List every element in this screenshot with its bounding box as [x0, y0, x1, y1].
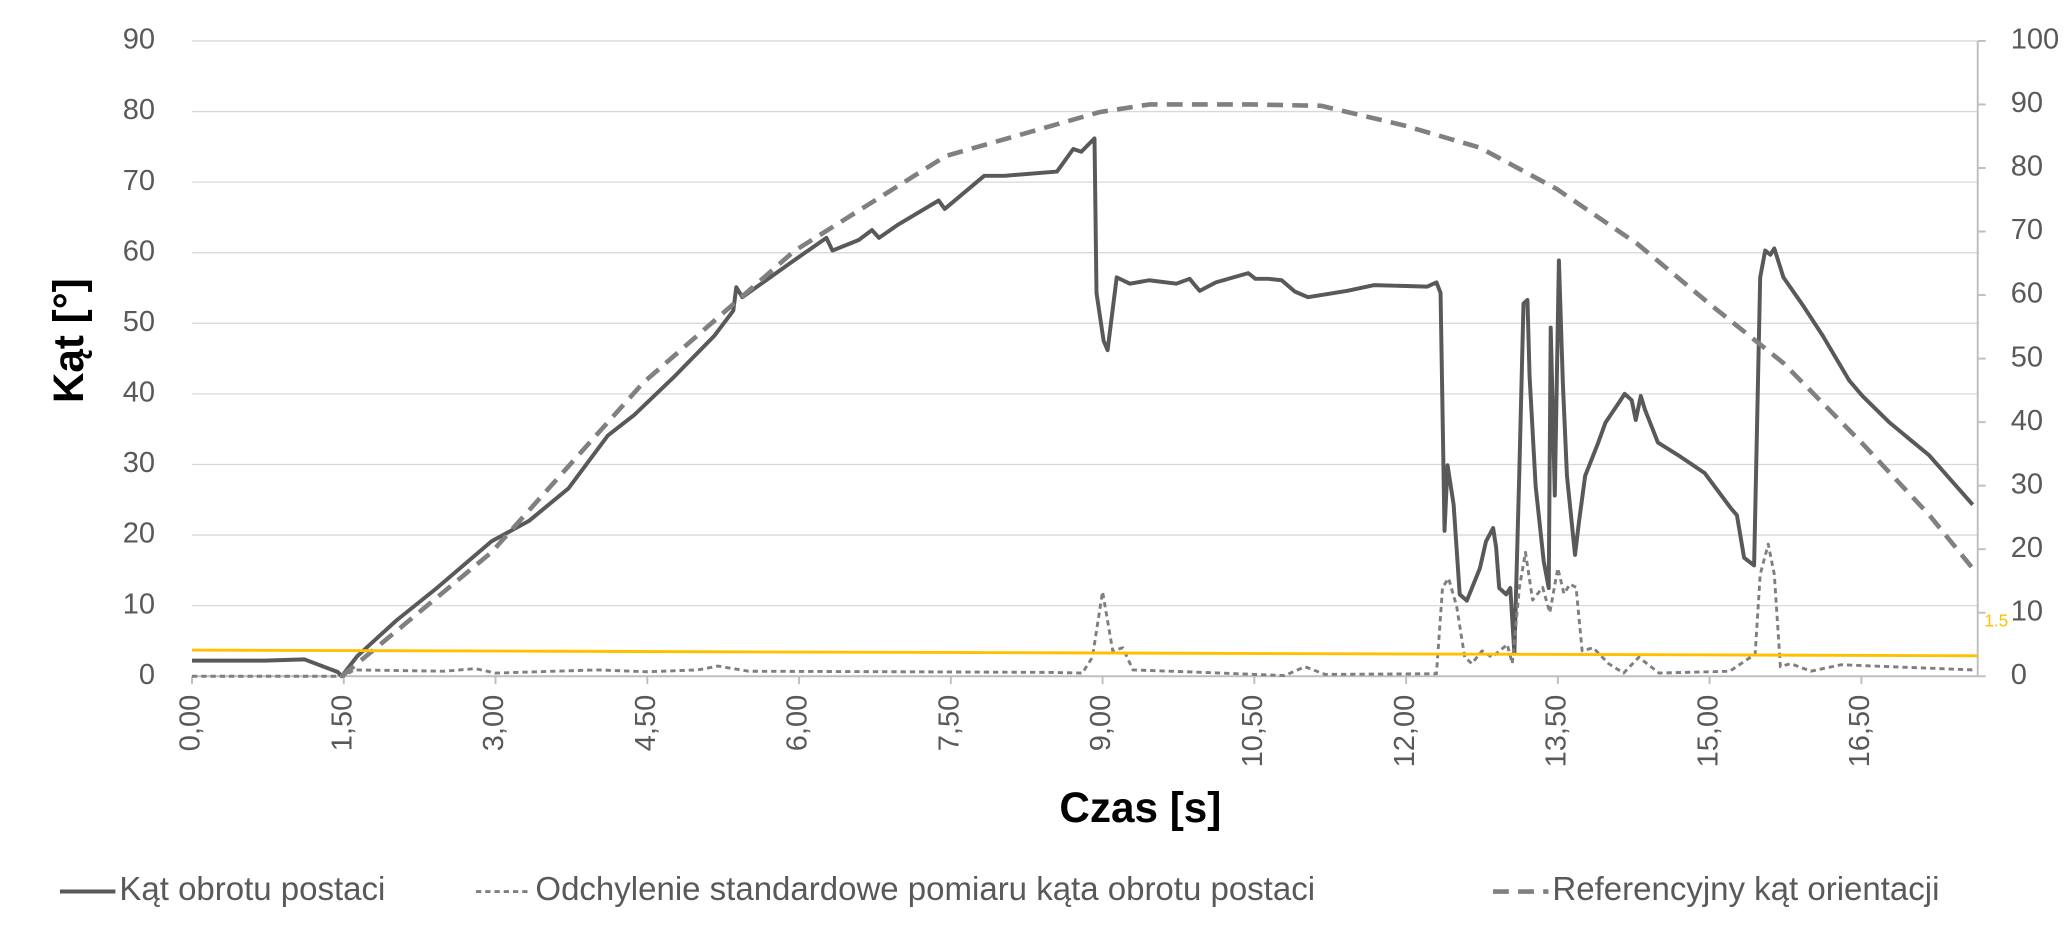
- trend-line: [192, 648, 1978, 658]
- y-tick-label: 80: [123, 94, 155, 126]
- x-tick-label: 4,50: [630, 695, 662, 752]
- y2-tick-label: 90: [2011, 87, 2043, 119]
- y2-tick-label: 100: [2011, 24, 2059, 56]
- y-tick-label: 90: [123, 24, 155, 56]
- x-tick-label: 7,50: [933, 695, 965, 752]
- legend-label: Odchylenie standardowe pomiaru kąta obro…: [535, 870, 1315, 907]
- y-tick-label: 20: [123, 518, 155, 550]
- y-tick-label: 0: [139, 659, 155, 691]
- data-line: [340, 102, 1977, 679]
- x-tick-label: 16,50: [1844, 695, 1876, 768]
- y-axis-title: Kąt [°]: [45, 278, 92, 403]
- x-tick-label: 0,00: [175, 695, 207, 752]
- y2-tick-label: 10: [2011, 595, 2043, 627]
- y2-tick-label: 20: [2011, 532, 2043, 564]
- y2-tick-label: 70: [2011, 214, 2043, 246]
- y2-tick-label: 30: [2011, 468, 2043, 500]
- x-tick-label: 15,00: [1692, 695, 1724, 768]
- y2-tick-label: 40: [2011, 405, 2043, 437]
- x-tick-label: 13,50: [1541, 695, 1573, 768]
- legend-label: Referencyjny kąt orientacji: [1552, 870, 1939, 907]
- y2-tick-label: 50: [2011, 341, 2043, 373]
- x-tick-label: 9,00: [1085, 695, 1117, 752]
- y-tick-label: 70: [123, 165, 155, 197]
- trend-label: 1.5: [1984, 611, 2008, 631]
- x-axis-title: Czas [s]: [1059, 784, 1221, 831]
- y-tick-label: 60: [123, 235, 155, 267]
- y-tick-label: 10: [123, 588, 155, 620]
- y2-tick-label: 80: [2011, 151, 2043, 183]
- data-line: [192, 136, 1975, 679]
- y2-tick-label: 0: [2011, 659, 2027, 691]
- data-line: [192, 542, 1973, 678]
- x-tick-label: 6,00: [782, 695, 814, 752]
- legend-label: Kąt obrotu postaci: [119, 870, 385, 907]
- x-tick-label: 12,00: [1389, 695, 1421, 768]
- x-tick-label: 3,00: [478, 695, 510, 752]
- y2-tick-label: 60: [2011, 278, 2043, 310]
- y-tick-label: 40: [123, 377, 155, 409]
- y-tick-label: 50: [123, 306, 155, 338]
- x-tick-label: 1,50: [326, 695, 358, 752]
- y-tick-label: 30: [123, 447, 155, 479]
- x-tick-label: 10,50: [1237, 695, 1269, 768]
